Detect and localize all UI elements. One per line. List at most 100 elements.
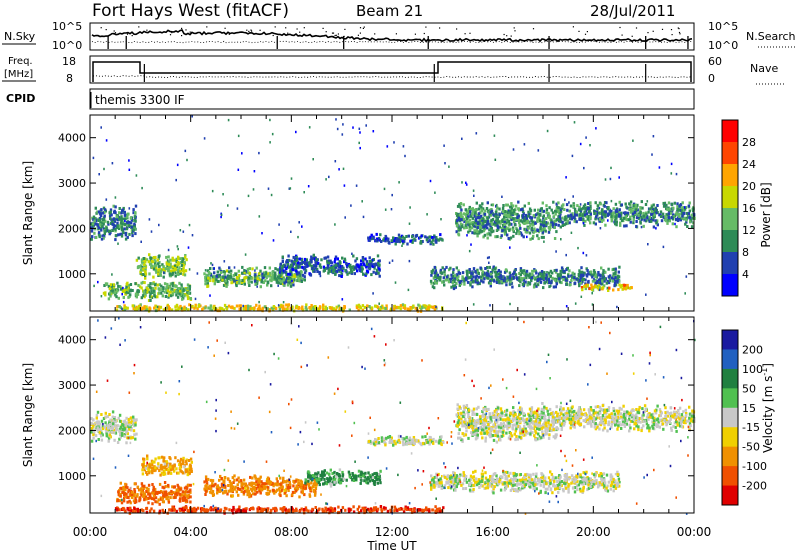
noise-dot (661, 28, 664, 30)
power-cell (599, 282, 602, 286)
power-cell (417, 303, 420, 307)
velocity-cell (117, 416, 120, 420)
power-cell (141, 265, 144, 269)
power-cell (515, 276, 518, 280)
power-cell (584, 287, 587, 291)
power-cell (585, 274, 589, 278)
power-cell (236, 207, 239, 210)
power-cell (511, 204, 515, 208)
velocity-cell (130, 428, 133, 432)
power-cell (469, 210, 472, 214)
power-cell (270, 277, 274, 281)
velocity-cell (113, 431, 116, 435)
power-cell (528, 231, 532, 235)
power-cell (295, 263, 298, 267)
velocity-cell (181, 490, 184, 494)
velocity-cell (237, 508, 240, 512)
power-cell (153, 306, 156, 310)
power-cell (343, 184, 346, 187)
power-cell (572, 202, 575, 206)
power-cell (275, 277, 278, 281)
power-cell (137, 289, 140, 293)
power-cell (460, 208, 463, 212)
power-cell (168, 269, 172, 273)
power-cell (583, 213, 587, 217)
power-cell (414, 306, 417, 310)
power-cell (375, 232, 378, 236)
power-cell (268, 266, 271, 270)
power-cell (589, 270, 592, 274)
velocity-cell (162, 500, 165, 504)
power-cell (127, 284, 131, 287)
power-cell (354, 259, 357, 263)
velocity-cell (132, 499, 136, 503)
power-cell (475, 132, 478, 135)
power-cell (473, 194, 475, 197)
velocity-cell (183, 492, 186, 496)
power-cell (478, 282, 481, 286)
power-cell (606, 207, 609, 211)
power-cell (134, 204, 138, 208)
power-cell (640, 225, 643, 229)
power-cell (407, 288, 410, 292)
power-cell (603, 277, 606, 281)
power-cell (288, 265, 291, 269)
power-cell (186, 288, 189, 292)
velocity-cell (103, 425, 106, 429)
power-cell (479, 275, 482, 279)
power-cell (583, 285, 586, 289)
power-cell (537, 149, 540, 152)
power-cell (589, 215, 592, 219)
velocity-cell (96, 428, 99, 432)
power-cell (204, 306, 207, 310)
power-cell (563, 275, 566, 279)
power-cell (281, 255, 284, 259)
power-cell (100, 126, 102, 129)
power-cell (100, 295, 103, 298)
power-cell (551, 271, 554, 275)
power-cell (629, 200, 633, 204)
power-cell (253, 278, 257, 282)
noise-dot (100, 27, 102, 29)
velocity-cell (133, 433, 136, 437)
power-cell (513, 212, 517, 216)
power-cell (231, 305, 234, 309)
velocity-cell (159, 466, 162, 470)
power-cell (248, 271, 251, 275)
power-cell (589, 144, 591, 147)
velocity-cell (333, 507, 337, 511)
power-cell (558, 277, 561, 281)
velocity-cell (114, 431, 118, 435)
power-cell (324, 256, 327, 260)
velocity-scatter (90, 317, 696, 515)
velocity-cell (218, 478, 221, 482)
power-cell (477, 272, 480, 275)
power-cell (496, 206, 499, 210)
power-cell (308, 126, 311, 129)
power-cell (309, 258, 312, 262)
power-cell (166, 291, 169, 295)
power-cell (139, 303, 142, 307)
velocity-cell (358, 505, 361, 509)
power-cell (486, 232, 489, 236)
velocity-cell (249, 494, 253, 498)
velocity-cell (179, 466, 182, 470)
velocity-cell (169, 457, 172, 461)
velocity-cell (160, 471, 164, 475)
power-cell (253, 170, 256, 173)
power-cell (169, 285, 172, 289)
power-cell (152, 289, 155, 293)
power-cell (169, 282, 173, 286)
power-cell (90, 237, 93, 241)
power-cell (258, 304, 261, 308)
power-cell (549, 281, 553, 285)
power-cell (681, 206, 684, 210)
power-cell (266, 281, 270, 285)
velocity-cell (181, 471, 185, 475)
velocity-cell (113, 429, 116, 432)
power-cell (439, 237, 442, 241)
velocity-cell (101, 425, 105, 429)
power-cell (617, 270, 620, 274)
power-cell (176, 163, 179, 167)
power-cell (360, 269, 364, 273)
